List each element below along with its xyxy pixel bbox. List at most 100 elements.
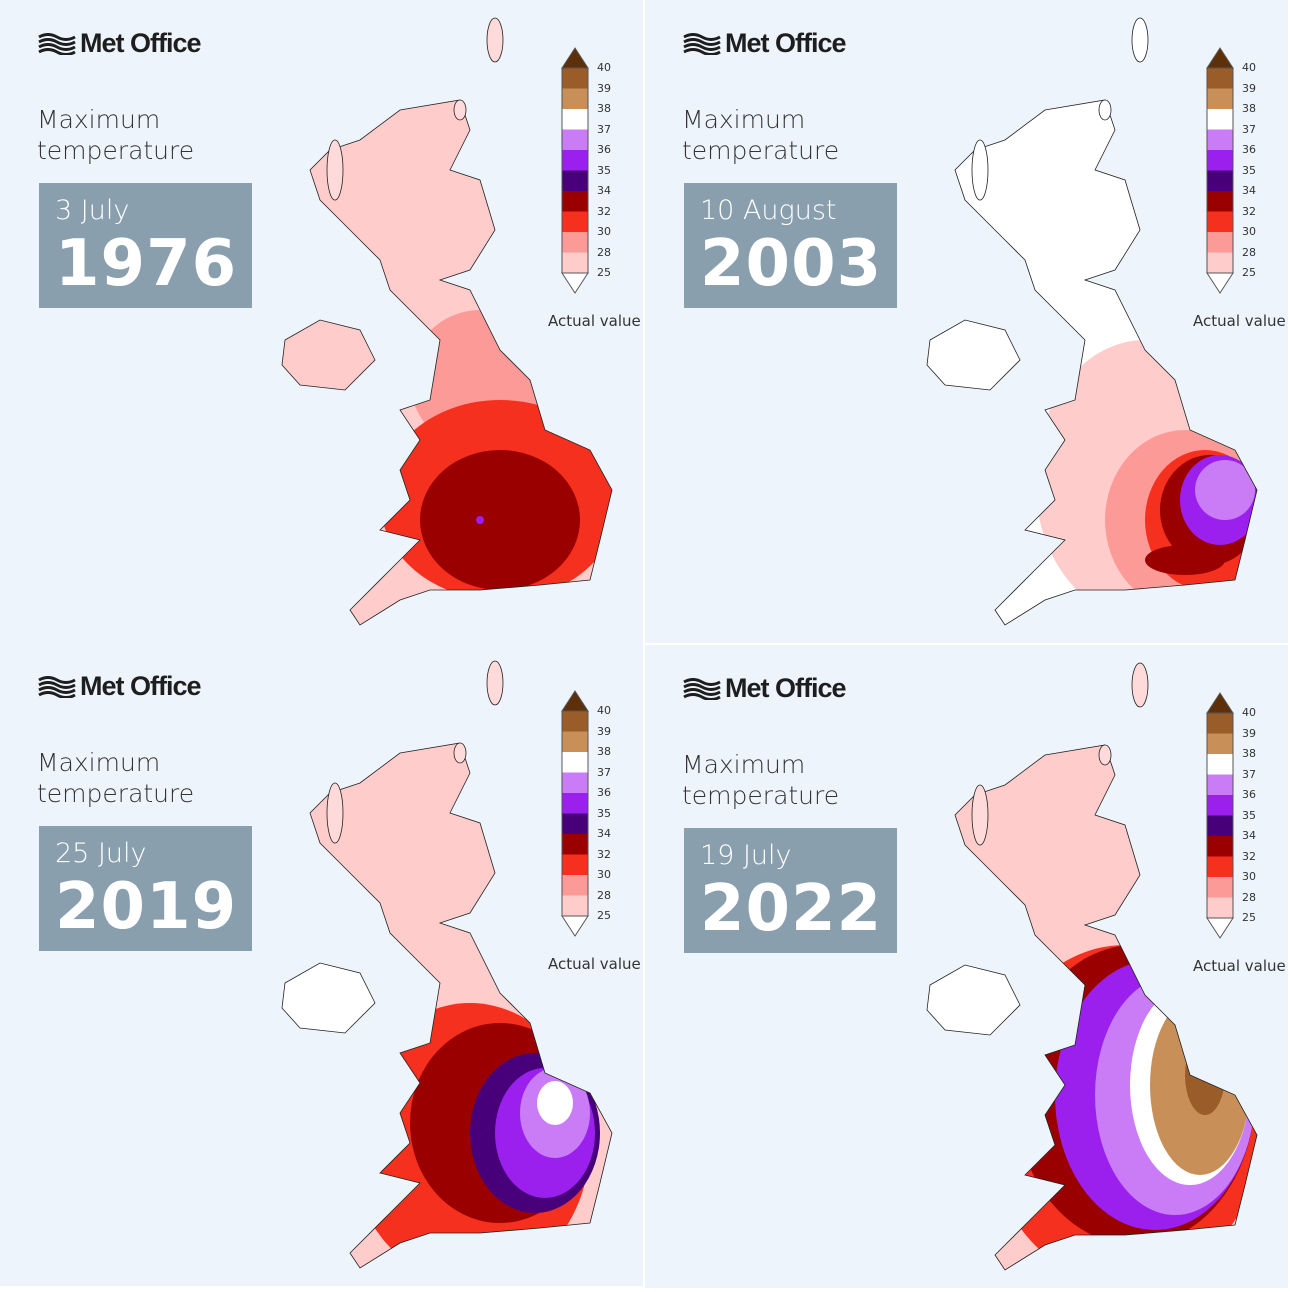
legend-band: [1207, 232, 1233, 253]
date-label: 3 July: [55, 195, 130, 226]
year-label: 2019: [55, 870, 238, 944]
legend-colour-bar: [1206, 692, 1234, 939]
legend-band: [562, 191, 588, 212]
coastline: [954, 744, 1258, 1271]
legend-band: [562, 711, 588, 732]
legend-tick: 39: [1242, 726, 1256, 740]
legend-band: [1207, 815, 1233, 836]
subtitle: Maximum temperature: [37, 105, 195, 165]
met-office-logo: Met Office: [683, 673, 847, 704]
legend-tick: 25: [597, 266, 611, 279]
legend-tick: 32: [597, 204, 611, 218]
island: [453, 99, 467, 121]
northern-ireland: [281, 962, 376, 1034]
year-label: 1976: [55, 227, 238, 301]
waves-icon: [38, 32, 76, 55]
legend-band: [562, 170, 588, 191]
legend-band: [562, 793, 588, 814]
year-label: 2003: [700, 227, 883, 301]
legend-band: [1207, 150, 1233, 171]
legend-over-arrow: [1206, 47, 1234, 69]
legend-tick: 38: [1242, 102, 1256, 115]
legend-band: [1207, 836, 1233, 857]
legend-band: [1207, 68, 1233, 89]
coastline: [954, 99, 1258, 626]
legend-band: [1207, 713, 1233, 734]
met-office-logo: Met Office: [683, 28, 847, 59]
legend-tick: 36: [1242, 143, 1256, 156]
island: [971, 784, 989, 846]
legend-tick: 39: [597, 81, 611, 95]
legend-tick: 32: [1242, 849, 1256, 863]
legend-tick: 40: [1242, 61, 1256, 74]
date-label: 25 July: [55, 838, 147, 869]
island: [486, 660, 504, 706]
legend-band: [1207, 877, 1233, 898]
legend-under-arrow: [561, 272, 589, 294]
legend-tick: 25: [1242, 911, 1256, 924]
legend-band: [562, 895, 588, 916]
legend-tick: 35: [1242, 163, 1256, 177]
legend-tick: 35: [597, 806, 611, 820]
uk-temperature-map: [281, 17, 613, 626]
legend-band: [1207, 191, 1233, 212]
legend-band: [562, 150, 588, 171]
temperature-zone: [1185, 1035, 1225, 1115]
legend-tick: 30: [1242, 225, 1256, 238]
legend-under-arrow: [561, 915, 589, 937]
legend-tick: 30: [1242, 870, 1256, 883]
island: [971, 139, 989, 201]
legend-tick: 30: [597, 868, 611, 881]
uk-temperature-map: [926, 17, 1258, 626]
date-box: 3 July 1976: [39, 183, 252, 308]
legend-tick: 35: [597, 163, 611, 177]
map-panel-2022: Met Office Maximum temperature 19 July 2…: [645, 645, 1288, 1288]
legend-title: Actual value (°C): [1193, 312, 1288, 330]
date-label: 10 August: [700, 195, 837, 226]
legend-tick: 35: [1242, 808, 1256, 822]
map-panel-2019: Met Office Maximum temperature 25 July 2…: [0, 643, 643, 1286]
temperature-zone: [1145, 545, 1225, 575]
subtitle: Maximum temperature: [682, 750, 840, 810]
legend-band: [562, 88, 588, 109]
legend-tick: 28: [597, 245, 611, 259]
coastline: [309, 99, 613, 626]
legend-band: [562, 109, 588, 130]
date-label: 19 July: [700, 840, 792, 871]
legend-tick: 34: [1242, 829, 1256, 842]
legend-band: [1207, 88, 1233, 109]
legend-band: [562, 834, 588, 855]
island: [1098, 744, 1112, 766]
met-office-logo: Met Office: [38, 671, 202, 702]
legend-band: [1207, 795, 1233, 816]
legend-band: [1207, 109, 1233, 130]
uk-temperature-map: [926, 662, 1258, 1271]
brand-name: Met Office: [80, 671, 202, 701]
date-box: 19 July 2022: [684, 828, 897, 953]
subtitle: Maximum temperature: [37, 748, 195, 808]
legend-under-arrow: [1206, 917, 1234, 939]
legend-tick: 38: [597, 745, 611, 758]
legend-band: [1207, 252, 1233, 273]
island: [453, 742, 467, 764]
legend-band: [562, 731, 588, 752]
island: [486, 17, 504, 63]
legend-colour-bar: [561, 690, 589, 937]
legend-band: [1207, 211, 1233, 232]
legend-tick: 28: [597, 888, 611, 902]
northern-ireland: [926, 964, 1021, 1036]
waves-icon: [683, 32, 721, 55]
subtitle: Maximum temperature: [682, 105, 840, 165]
northern-ireland: [281, 319, 376, 391]
legend-band: [562, 68, 588, 89]
legend-band: [562, 875, 588, 896]
colour-legend: Actual value (°C) 40 39 38 37 36 35 34 32 30 28 25: [548, 46, 643, 356]
legend-band: [562, 129, 588, 150]
date-box: 10 August 2003: [684, 183, 897, 308]
legend-band: [562, 211, 588, 232]
legend-over-arrow: [1206, 692, 1234, 714]
brand-name: Met Office: [725, 28, 847, 58]
coastline: [309, 742, 613, 1269]
legend-tick: 32: [1242, 204, 1256, 218]
